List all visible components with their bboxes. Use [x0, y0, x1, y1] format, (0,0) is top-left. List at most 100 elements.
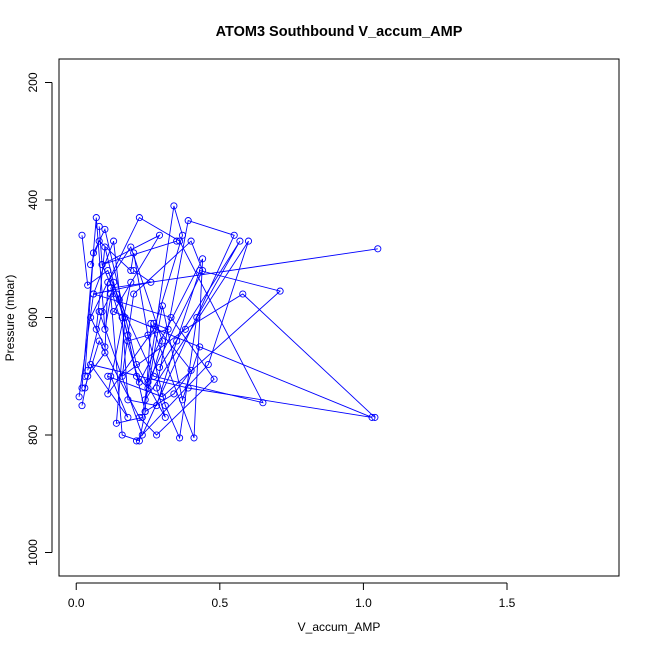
data-point	[144, 331, 152, 339]
data-point	[95, 237, 103, 245]
y-axis: 200 400 600 800 1000	[26, 72, 53, 566]
series-layer	[75, 202, 382, 445]
series-line	[81, 217, 201, 402]
x-tick-label: 0.0	[68, 596, 85, 610]
data-point	[98, 261, 106, 269]
data-point	[130, 290, 138, 298]
data-point	[101, 349, 109, 357]
data-point	[196, 343, 204, 351]
data-point	[371, 413, 379, 421]
series-12	[78, 214, 204, 404]
data-point	[236, 237, 244, 245]
series-line	[78, 240, 282, 407]
y-tick-label: 600	[26, 307, 40, 327]
data-point	[81, 372, 89, 380]
data-point	[184, 217, 192, 225]
data-point	[135, 437, 143, 445]
data-point	[110, 278, 118, 286]
data-point	[138, 413, 146, 421]
data-point	[118, 431, 126, 439]
data-point	[141, 407, 149, 416]
data-point	[193, 313, 201, 322]
data-point	[110, 308, 118, 316]
data-point	[190, 434, 198, 442]
data-point	[135, 214, 143, 222]
y-axis-label: Pressure (mbar)	[3, 275, 17, 362]
x-tick-label: 1.5	[499, 596, 516, 610]
series-line	[90, 216, 264, 404]
series-line	[81, 240, 249, 442]
data-point	[199, 255, 207, 263]
data-point	[170, 390, 178, 398]
data-point	[124, 396, 132, 404]
series-6	[75, 237, 284, 410]
data-point	[104, 372, 112, 380]
data-point	[87, 261, 95, 269]
series-line	[84, 270, 215, 436]
data-point	[276, 287, 284, 295]
data-point	[98, 308, 106, 316]
data-point	[92, 325, 100, 333]
plot-frame	[58, 58, 620, 577]
data-point	[155, 363, 164, 371]
x-tick-label: 0.5	[211, 596, 228, 610]
data-point	[78, 402, 86, 410]
data-point	[92, 214, 100, 222]
data-point	[178, 396, 187, 404]
y-tick-label: 200	[26, 72, 40, 92]
data-point	[204, 360, 212, 369]
data-point	[155, 231, 164, 239]
data-point	[87, 360, 95, 369]
data-point	[127, 243, 135, 251]
chart-title: ATOM3 Southbound V_accum_AMP	[216, 24, 463, 40]
x-axis-label: V_accum_AMP	[298, 620, 381, 634]
series-line	[98, 205, 183, 424]
data-point	[374, 245, 382, 253]
data-point	[150, 319, 158, 327]
data-point	[84, 366, 92, 374]
series-10	[87, 237, 244, 442]
y-tick-label: 800	[26, 425, 40, 445]
data-point	[230, 231, 238, 239]
data-point	[187, 237, 195, 245]
data-point	[161, 402, 169, 410]
y-tick-label: 1000	[26, 539, 40, 566]
data-point	[132, 372, 141, 380]
data-point	[161, 413, 169, 421]
x-axis: 0.0 0.5 1.0 1.5	[68, 582, 516, 610]
data-point	[112, 419, 120, 427]
data-point	[153, 402, 161, 410]
data-point	[104, 390, 112, 398]
x-tick-label: 1.0	[355, 596, 372, 610]
data-point	[101, 243, 109, 251]
data-point	[127, 266, 135, 275]
data-point	[75, 393, 83, 401]
data-point	[124, 331, 132, 339]
data-point	[210, 375, 218, 383]
data-point	[101, 225, 109, 233]
data-point	[244, 237, 253, 245]
data-point	[78, 384, 86, 392]
data-point	[176, 434, 184, 442]
data-point	[153, 431, 161, 439]
data-point	[132, 360, 141, 369]
data-point	[170, 202, 178, 210]
data-point	[144, 384, 152, 392]
data-point	[138, 431, 146, 439]
y-tick-label: 400	[26, 190, 40, 210]
data-point	[78, 231, 86, 239]
data-point	[104, 266, 112, 275]
data-point	[173, 337, 181, 345]
data-point	[158, 302, 166, 310]
data-point	[130, 249, 138, 257]
data-point	[259, 399, 267, 407]
data-point	[95, 222, 103, 230]
series-line	[90, 240, 241, 440]
data-point	[101, 325, 109, 333]
data-point	[110, 237, 118, 245]
data-point	[239, 290, 247, 298]
data-point	[153, 384, 161, 392]
